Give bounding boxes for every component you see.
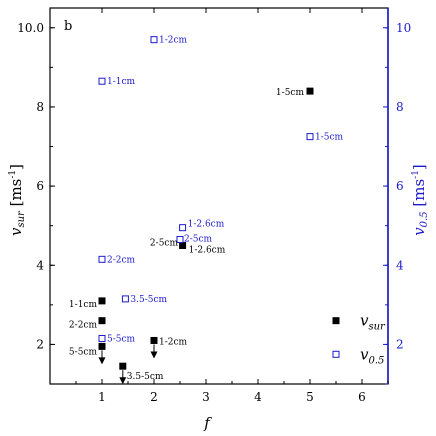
v-half-point [121, 295, 129, 303]
v-half-point [306, 133, 314, 141]
v-sur-point [98, 342, 106, 350]
upper-limit-arrowhead [98, 357, 106, 365]
v-half-point-label: 1-2cm [159, 36, 188, 46]
y-right-main: v [410, 227, 428, 236]
v-half-point [98, 255, 106, 263]
v-half-point-label: 3.5-5cm [130, 295, 167, 305]
v-sur-point [179, 241, 187, 249]
upper-limit-arrowhead [150, 351, 158, 359]
panel-label: b [64, 19, 72, 34]
upper-limit-arrowhead [119, 377, 127, 385]
v-half-point [98, 334, 106, 342]
v-half-point [179, 224, 187, 232]
y-right-tick-label: 8 [396, 100, 404, 114]
y-left-tick-label: 4 [36, 258, 44, 272]
plot-area: 1 2 3 4 5 6 2 4 6 8 10.0 2 4 6 8 10 1-5cm 1-2.6cm 1-1cm 2-2… [17, 7, 411, 404]
v-half-point-label: 1-1cm [107, 77, 136, 87]
v-sur-point-label: 5-5cm [69, 347, 98, 357]
v-sur-point [98, 297, 106, 305]
v-half-point [150, 36, 158, 44]
v-half-point-label: 2-2cm [107, 255, 136, 265]
v-sur-point-label: 1-2cm [159, 337, 188, 347]
x-tick-label: 2 [150, 390, 158, 404]
legend-v-sur-marker [332, 317, 340, 325]
y-right-exp: -1 [411, 170, 421, 179]
y-right-tick-label: 2 [396, 337, 404, 351]
v-half-point-label: 1-2.6cm [188, 220, 225, 230]
v-half-point [176, 236, 184, 244]
v-half-point [98, 77, 106, 85]
y-left-tick-label: 10.0 [17, 21, 44, 35]
x-axis-label: f [203, 414, 212, 432]
y-left-sub: sur [16, 210, 27, 228]
y-right-tick-label: 4 [396, 258, 404, 272]
y-left-tick-label: 2 [36, 337, 44, 351]
svg-text:vsur [ms-1]: vsur [ms-1] [7, 164, 27, 236]
v-sur-point [150, 336, 158, 344]
v-sur-point [98, 317, 106, 325]
legend-v-half-label: v0.5 [360, 345, 384, 366]
y-left-unit: [ms [7, 179, 25, 207]
v-sur-point-label: 1-5cm [276, 88, 305, 98]
v-half-point-label: 5-5cm [107, 334, 136, 344]
y-left-exp: -1 [8, 170, 18, 179]
svg-text:v0.5 [ms-1]: v0.5 [ms-1] [410, 164, 430, 236]
y-right-tick-label: 10 [396, 21, 411, 35]
legend-v-sur-label: vsur [360, 312, 386, 333]
side-point-label: 2-5cm [150, 239, 179, 249]
v-sur-point-label: 3.5-5cm [127, 372, 164, 382]
v-sur-point-label: 2-2cm [69, 321, 98, 331]
y-right-sub: 0.5 [419, 211, 430, 227]
y-left-close: ] [7, 164, 25, 170]
x-tick-label: 4 [254, 390, 262, 404]
x-tick-label: 3 [202, 390, 210, 404]
v-sur-point-label: 1-1cm [69, 300, 98, 310]
y-axis-label-right: v0.5 [ms-1] [410, 164, 430, 236]
x-tick-label: 1 [98, 390, 106, 404]
y-axis-label-left: vsur [ms-1] [7, 164, 27, 236]
v-half-point-label: 2-5cm [184, 235, 213, 245]
x-tick-label: 6 [358, 390, 366, 404]
y-right-tick-label: 6 [396, 179, 404, 193]
y-right-close: ] [410, 164, 428, 170]
plot-frame [49, 7, 389, 385]
v-sur-point-label: 1-2.6cm [189, 245, 226, 255]
v-half-point-label: 1-5cm [315, 133, 344, 143]
v-sur-point [119, 362, 127, 370]
y-left-tick-label: 8 [36, 100, 44, 114]
v-sur-point [306, 87, 314, 95]
y-left-main: v [7, 227, 25, 236]
x-tick-label: 5 [306, 390, 314, 404]
y-right-unit: [ms [410, 179, 428, 207]
y-left-tick-label: 6 [36, 179, 44, 193]
legend-v-half-marker [332, 350, 340, 358]
